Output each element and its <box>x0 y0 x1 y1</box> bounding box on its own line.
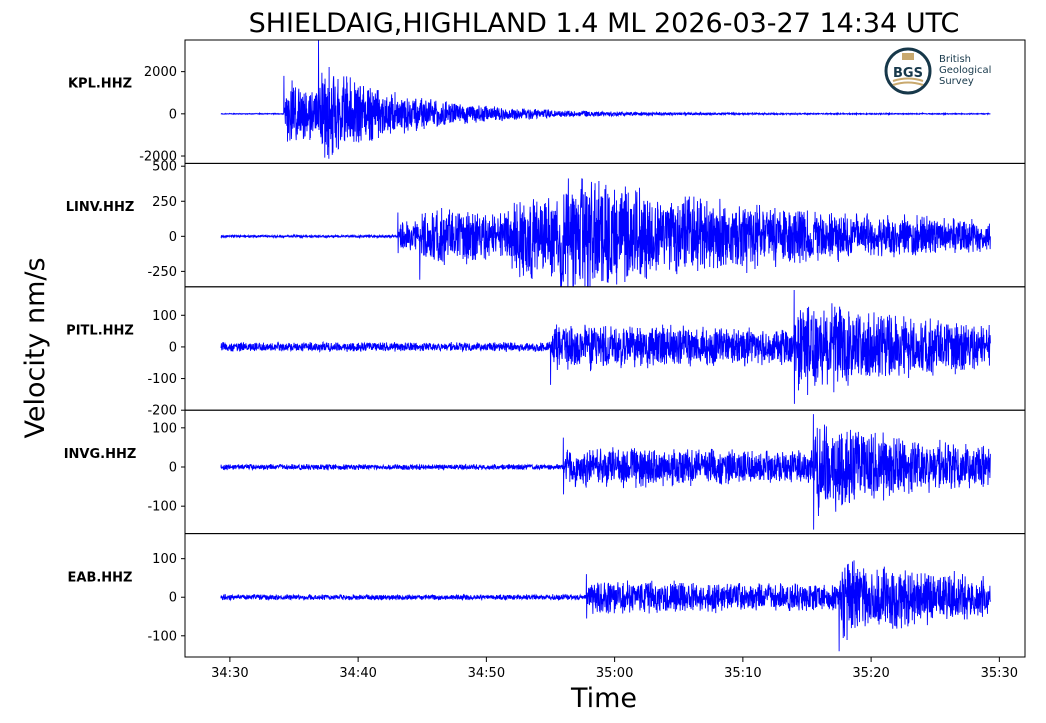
y-tick-label: 100 <box>152 552 177 567</box>
y-tick-label: 0 <box>169 107 177 122</box>
logo-text: Survey <box>939 76 974 87</box>
waveform-kpl-hhz <box>220 39 991 159</box>
y-tick-label: 100 <box>152 309 177 324</box>
station-label: KPL.HHZ <box>68 77 132 92</box>
y-tick-label: 0 <box>169 230 177 245</box>
station-label: PITL.HHZ <box>66 324 134 339</box>
x-tick-label: 35:10 <box>724 666 761 681</box>
trace-panel-invg-hhz: 100 0 -100 INVG.HHZ <box>64 409 1026 535</box>
x-tick-label: 34:40 <box>339 666 376 681</box>
y-tick-label: -200 <box>147 404 177 419</box>
y-tick-label: -250 <box>147 265 177 280</box>
logo-ring <box>884 47 932 95</box>
logo-text: British <box>939 54 971 65</box>
y-tick-label: 0 <box>169 591 177 606</box>
y-tick-label: 500 <box>152 160 177 175</box>
trace-panels: 20000-2000KPL.HHZ5002500-250LINV.HHZ1000… <box>64 39 1026 658</box>
y-tick-label: -100 <box>147 372 177 387</box>
waveform-invg-hhz <box>220 414 991 530</box>
waveform-pitl-hhz <box>220 289 991 404</box>
chart-title: SHIELDAIG,HIGHLAND 1.4 ML 2026-03-27 14:… <box>249 8 960 39</box>
y-tick-label: 0 <box>169 340 177 355</box>
waveform-eab-hhz <box>220 560 991 652</box>
y-axis-label: Velocity nm/s <box>20 257 51 438</box>
trace-panel-kpl-hhz: 2000 0 -2000 KPL.HHZ <box>68 39 1026 165</box>
y-tick-label: 100 <box>152 421 177 436</box>
x-tick-label: 34:30 <box>211 666 248 681</box>
logo-swoosh <box>892 81 924 86</box>
x-tick-label: 35:20 <box>852 666 889 681</box>
trace-panel-eab-hhz: 100 0 -100 EAB.HHZ <box>68 533 1026 658</box>
logo-text: Geological <box>939 65 991 76</box>
x-axis-label: Time <box>570 683 637 714</box>
trace-panel-linv-hhz: 500 250 0 -250 LINV.HHZ <box>66 160 1026 288</box>
logo-crown <box>902 53 914 60</box>
y-tick-label: -100 <box>147 629 177 644</box>
y-tick-label: 2000 <box>144 65 177 80</box>
trace-panel-pitl-hhz: 100 0 -100 -200 PITL.HHZ <box>66 286 1026 419</box>
y-tick-label: -100 <box>147 500 177 515</box>
station-label: LINV.HHZ <box>66 200 135 215</box>
waveform-linv-hhz <box>220 178 991 287</box>
x-axis: 34:30 34:40 34:50 35:00 35:10 35:20 35:30 <box>211 657 1018 681</box>
x-tick-label: 35:00 <box>596 666 633 681</box>
station-label: INVG.HHZ <box>64 447 137 462</box>
y-tick-label: 250 <box>152 195 177 210</box>
logo-abbr: BGS <box>893 66 923 81</box>
logo-swoosh <box>892 77 924 82</box>
x-tick-label: 34:50 <box>468 666 505 681</box>
y-tick-label: 0 <box>169 461 177 476</box>
y-tick-label: -2000 <box>139 150 177 165</box>
station-label: EAB.HHZ <box>68 570 133 585</box>
panel-frame <box>184 533 1026 658</box>
x-tick-label: 35:30 <box>981 666 1018 681</box>
